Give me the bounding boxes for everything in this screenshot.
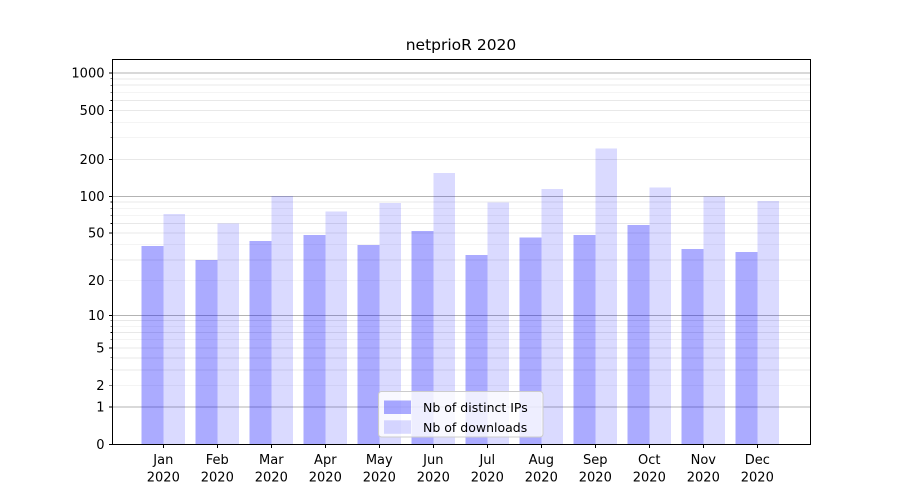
x-axis-tick-label-month: Dec <box>745 453 770 468</box>
bar-distinct-ips <box>681 248 704 445</box>
bar-downloads <box>379 203 401 445</box>
bar-downloads <box>163 213 185 445</box>
x-axis-tick-label-year: 2020 <box>741 471 774 486</box>
x-axis-tick-label-year: 2020 <box>309 471 342 486</box>
bar-distinct-ips <box>195 259 218 445</box>
bar-downloads <box>271 195 293 445</box>
x-axis-tick-label-month: May <box>366 453 393 468</box>
plot-border <box>112 59 811 445</box>
x-axis-tick-label-month: Feb <box>206 453 229 468</box>
x-axis-tick-label-year: 2020 <box>633 471 666 486</box>
bar-distinct-ips <box>735 251 758 445</box>
x-axis-tick-label-year: 2020 <box>687 471 720 486</box>
x-axis-tick-label-month: Mar <box>259 453 284 468</box>
y-axis-tick-label: 20 <box>88 274 105 289</box>
bar-downloads <box>649 187 671 445</box>
bar-distinct-ips <box>411 231 434 445</box>
x-axis-tick-label-month: Sep <box>583 453 608 468</box>
bar-downloads <box>757 200 779 445</box>
legend-label: Nb of downloads <box>423 420 527 435</box>
legend-swatch-light <box>384 420 411 434</box>
x-axis-tick-label-year: 2020 <box>471 471 504 486</box>
bar-distinct-ips <box>357 244 380 445</box>
x-axis-tick-label-month: Jun <box>422 453 443 468</box>
y-axis-tick-label: 10 <box>88 309 105 324</box>
bar-downloads <box>487 202 509 445</box>
bar-distinct-ips <box>573 235 596 445</box>
x-axis-tick-label-year: 2020 <box>363 471 396 486</box>
x-axis-tick-label-year: 2020 <box>525 471 558 486</box>
x-axis-tick-label-year: 2020 <box>147 471 180 486</box>
bar-downloads <box>703 196 725 445</box>
x-axis-tick-label-month: Aug <box>529 453 554 468</box>
x-axis-tick-label-year: 2020 <box>417 471 450 486</box>
bar-downloads <box>325 211 347 445</box>
bar-distinct-ips <box>303 235 326 445</box>
x-axis-tick-label-month: Jan <box>152 453 173 468</box>
bar-downloads <box>541 188 563 445</box>
y-axis-tick-label: 100 <box>80 190 105 205</box>
bar-downloads <box>217 223 239 445</box>
y-axis-tick-label: 0 <box>96 438 104 453</box>
bar-distinct-ips <box>249 241 272 445</box>
y-axis-tick-label: 2 <box>96 379 104 394</box>
x-axis-tick-label-year: 2020 <box>579 471 612 486</box>
x-axis-tick-label-month: Nov <box>691 453 717 468</box>
bar-downloads <box>595 148 617 445</box>
y-axis-tick-label: 50 <box>88 227 105 242</box>
chart-title: netprioR 2020 <box>405 36 517 54</box>
y-axis-tick-label: 200 <box>80 153 105 168</box>
y-axis-tick-label: 5 <box>96 342 104 357</box>
x-axis-tick-label-year: 2020 <box>201 471 234 486</box>
y-axis-tick-label: 1 <box>96 401 104 416</box>
x-axis-tick-label-month: Apr <box>314 453 337 468</box>
y-axis-tick-label: 500 <box>80 104 105 119</box>
x-axis-tick-label-year: 2020 <box>255 471 288 486</box>
legend-label: Nb of distinct IPs <box>423 400 528 415</box>
legend-swatch-dark <box>384 400 411 414</box>
bar-distinct-ips <box>141 246 164 445</box>
legend-box <box>378 391 544 438</box>
x-axis-tick-label-month: Oct <box>638 453 660 468</box>
y-axis-tick-label: 1000 <box>71 67 104 82</box>
bar-distinct-ips <box>627 225 650 445</box>
bar-downloads <box>433 173 455 445</box>
x-axis-tick-label-month: Jul <box>478 453 495 468</box>
